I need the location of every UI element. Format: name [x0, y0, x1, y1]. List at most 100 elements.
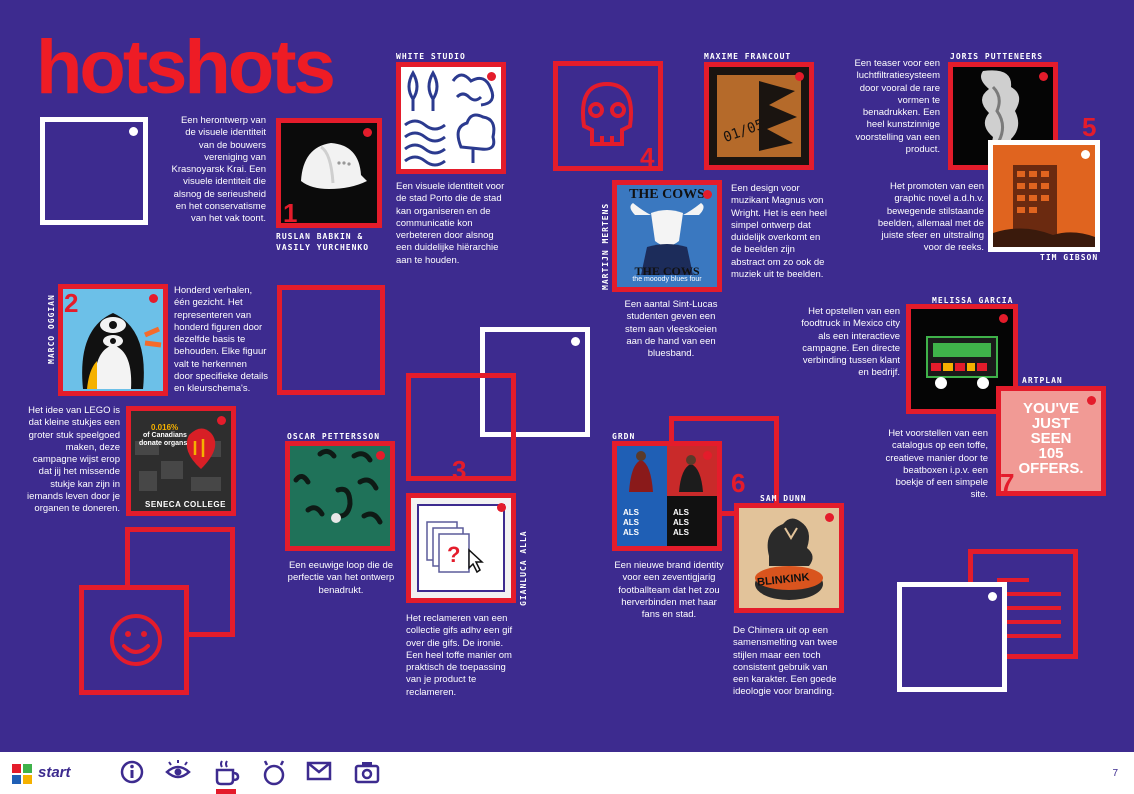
smiley-frame	[79, 585, 189, 695]
frame-dot	[1087, 396, 1096, 405]
decor-frame-white	[40, 117, 148, 225]
frame-dot	[825, 513, 834, 522]
decor-frame-red	[406, 373, 516, 481]
loop-animation-image	[290, 446, 390, 546]
chimera-image	[739, 508, 839, 608]
credit-maxime: MAXIME FRANCOUT	[704, 52, 792, 61]
coffee-button[interactable]	[214, 760, 240, 791]
hotshot-number-7: 7	[1000, 468, 1015, 498]
coffee-icon	[215, 760, 240, 786]
credit-ruslan: RUSLAN BABKIN & VASILY YURCHENKO	[276, 232, 370, 252]
credit-tim: TIM GIBSON	[1040, 253, 1099, 262]
thumbnail-chimera[interactable]: BLINKINK	[734, 503, 844, 613]
album-cover-image: 01/05	[709, 67, 809, 165]
bell-icon	[263, 760, 285, 786]
description-ruslan: Een herontwerp van de visuele identiteit…	[171, 115, 266, 225]
eye-button[interactable]	[165, 760, 191, 789]
frame-dot	[571, 337, 580, 346]
camera-icon	[354, 762, 380, 784]
thumbnail-lego-organ-donation[interactable]: 0.016% of Canadians donate organs SENECA…	[126, 406, 236, 516]
artplan-line3: SEEN	[1030, 430, 1072, 447]
artplan-line2: JUST	[1031, 415, 1071, 432]
artplan-line5: OFFERS.	[1018, 460, 1084, 477]
credit-joris: JORIS PUTTENEERS	[950, 52, 1044, 61]
thumbnail-gif-collection[interactable]: ?	[406, 493, 516, 603]
thumbnail-helmet[interactable]	[276, 118, 382, 228]
thumbnail-graphic-novel[interactable]	[988, 140, 1100, 252]
frame-dot	[988, 592, 997, 601]
decor-frame-white	[480, 327, 590, 437]
page-number: 7	[1112, 768, 1118, 779]
artplan-line4: 105	[1038, 445, 1064, 462]
frame-dot	[129, 127, 138, 136]
credit-oscar: OSCAR PETTERSSON	[287, 432, 381, 441]
lego-line2: of Canadians	[143, 432, 187, 439]
windows-logo-icon	[12, 764, 32, 784]
skull-frame	[553, 61, 663, 171]
taskbar: start 7	[0, 752, 1134, 794]
page-title: hotshots	[36, 25, 336, 110]
credit-marco: MARCO OGGIAN	[47, 294, 56, 364]
grdn-als-3: ALS	[623, 528, 639, 537]
frame-dot	[1081, 150, 1090, 159]
description-tim: Het promoten van een graphic novel a.d.h…	[877, 181, 984, 254]
thumbnail-magnus-von-wright[interactable]: 01/05	[704, 62, 814, 170]
hotshot-number-4: 4	[640, 142, 655, 172]
bell-button[interactable]	[262, 760, 286, 791]
description-artplan: Het voorstellen van een catalogus op een…	[885, 428, 988, 501]
start-label[interactable]: start	[38, 764, 71, 781]
frame-dot	[149, 294, 158, 303]
credit-white-studio: WHITE STUDIO	[396, 52, 466, 61]
description-maxime: Een design voor muzikant Magnus von Wrig…	[731, 183, 827, 281]
cows-poster-image	[617, 185, 717, 287]
credit-grdn: GRDN	[612, 432, 636, 441]
camera-button[interactable]	[354, 760, 380, 789]
start-button[interactable]	[12, 764, 32, 789]
credit-gianluca: GIANLUCA ALLA	[519, 530, 528, 606]
frame-dot	[703, 190, 712, 199]
description-oscar: Een eeuwige loop die de perfectie van he…	[287, 560, 395, 596]
hotshot-number-3: 3	[452, 455, 467, 485]
grdn-als-5: ALS	[673, 518, 689, 527]
credit-sam: SAM DUNN	[760, 494, 807, 503]
frame-dot	[703, 451, 712, 460]
description-sam: De Chimera uit op een samensmelting van …	[733, 625, 838, 698]
description-melissa: Het opstellen van een foodtruck in Mexic…	[801, 306, 900, 379]
gif-stack-image: ?	[426, 521, 484, 574]
description-joris: Een teaser voor een luchtfiltratiesystee…	[854, 58, 940, 156]
credit-martijn: MARTIJN MERTENS	[601, 202, 610, 290]
lego-stat: 0.016%	[151, 423, 179, 432]
frame-dot	[999, 314, 1008, 323]
helmet-image	[281, 123, 377, 223]
frame-dot	[376, 451, 385, 460]
credit-melissa: MELISSA GARCIA	[932, 296, 1014, 305]
frame-dot	[497, 503, 506, 512]
description-lego: Het idee van LEGO is dat kleine stukjes …	[27, 405, 120, 515]
hotshot-number-6: 6	[731, 468, 746, 498]
description-gianluca: Het reclameren van een collectie gifs ad…	[406, 613, 513, 698]
thumbnail-the-cows[interactable]: THE COWS THE COWS the mooody blues four	[612, 180, 722, 292]
frame-dot	[795, 72, 804, 81]
thumbnail-hundred-faces[interactable]	[58, 284, 168, 396]
description-martijn: Een aantal Sint-Lucas studenten geven ee…	[624, 299, 718, 360]
lego-line3: donate organs	[139, 440, 188, 447]
frame-dot	[1039, 72, 1048, 81]
hotshot-number-2: 2	[64, 288, 79, 318]
thumbnail-catalogue[interactable]: YOU'VE JUST SEEN 105 OFFERS.	[996, 386, 1106, 496]
thumbnail-porto-identity[interactable]	[396, 62, 506, 174]
frame-dot	[363, 128, 372, 137]
eye-icon	[165, 760, 191, 779]
document-lines-icon	[997, 578, 1061, 638]
thumbnail-football-team[interactable]: ALS ALS ALS ALS ALS ALS	[612, 441, 722, 551]
artplan-slogan: YOU'VE JUST SEEN 105 OFFERS.	[1001, 401, 1101, 476]
decor-frame-white	[897, 582, 1007, 692]
thumbnail-eternal-loop[interactable]	[285, 441, 395, 551]
penguin-figure-image	[63, 289, 163, 391]
credit-artplan: ARTPLAN	[1022, 376, 1063, 385]
description-grdn: Een nieuwe brand identity voor een zeven…	[614, 560, 724, 621]
frame-dot	[487, 72, 496, 81]
description-marco: Honderd verhalen, één gezicht. Het repre…	[174, 285, 268, 395]
info-button[interactable]	[120, 760, 144, 789]
decor-frame-red	[277, 285, 385, 395]
mail-button[interactable]	[306, 760, 332, 787]
